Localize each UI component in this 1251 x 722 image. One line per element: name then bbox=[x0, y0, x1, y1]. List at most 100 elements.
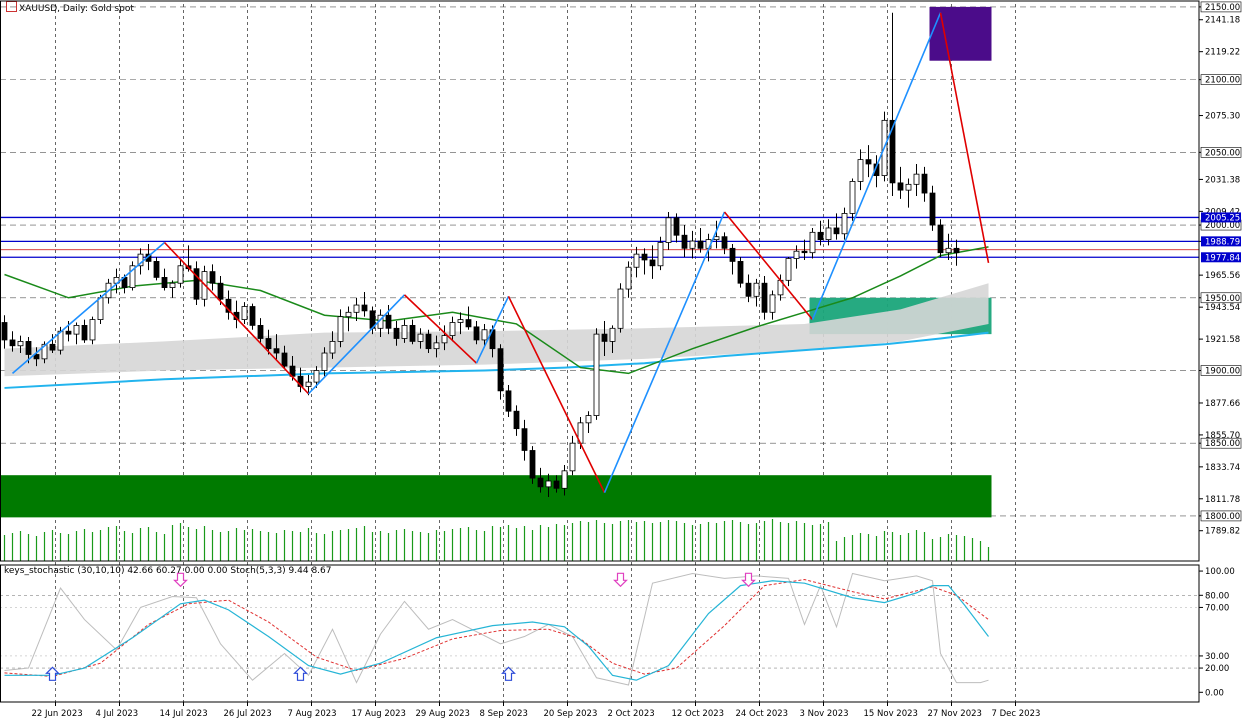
arrow-down-icon bbox=[613, 572, 628, 588]
candle-body bbox=[793, 250, 800, 259]
candle-body bbox=[921, 173, 928, 194]
price-tick-label: 2009.42 bbox=[1205, 207, 1240, 217]
candle-body bbox=[249, 306, 256, 326]
price-tick-label: 2000.00 bbox=[1205, 221, 1240, 231]
candle-body bbox=[753, 282, 760, 297]
candle-body bbox=[137, 253, 144, 267]
candle-body bbox=[217, 282, 224, 300]
price-tick-label: 1850.00 bbox=[1205, 439, 1240, 449]
candle-body bbox=[713, 236, 720, 240]
price-frame bbox=[0, 0, 1200, 562]
arrow-down-icon bbox=[741, 572, 756, 588]
candle-body bbox=[697, 240, 704, 249]
candle-body bbox=[417, 333, 424, 342]
candle-body bbox=[737, 261, 744, 284]
candle-body bbox=[809, 231, 816, 254]
candle-body bbox=[553, 480, 560, 489]
cloud-band bbox=[4, 283, 989, 377]
candle-body bbox=[409, 325, 416, 342]
price-tick-label: 1833.74 bbox=[1205, 463, 1240, 473]
candle-body bbox=[937, 224, 944, 254]
candle-body bbox=[593, 333, 600, 416]
candle-body bbox=[513, 410, 520, 430]
candle-body bbox=[905, 183, 912, 191]
level-label: 1977.84 bbox=[1205, 253, 1240, 263]
level-label: 1988.79 bbox=[1205, 237, 1240, 247]
candle-body bbox=[625, 266, 632, 290]
candle-body bbox=[785, 258, 792, 281]
candle-body bbox=[225, 298, 232, 313]
indicator-title: keys_stochastic (30,10,10) 42.66 60.27 0… bbox=[4, 566, 332, 576]
price-tick-label: 2050.00 bbox=[1205, 148, 1240, 158]
candle-body bbox=[89, 319, 96, 341]
stoch-tick-label: 30.00 bbox=[1205, 652, 1229, 662]
stoch-main-line bbox=[4, 580, 989, 681]
date-label: 17 Aug 2023 bbox=[352, 709, 406, 719]
date-label: 12 Oct 2023 bbox=[672, 709, 725, 719]
price-tick-label: 1789.82 bbox=[1205, 527, 1240, 537]
ma-slow-line bbox=[4, 331, 989, 389]
price-tick-label: 1965.56 bbox=[1205, 271, 1240, 281]
price-label-box bbox=[1200, 74, 1242, 85]
candle-body bbox=[841, 213, 848, 235]
candle-body bbox=[657, 242, 664, 267]
candle-body bbox=[665, 217, 672, 243]
moving-averages bbox=[4, 246, 989, 389]
date-label: 24 Oct 2023 bbox=[736, 709, 789, 719]
candle-body bbox=[953, 247, 960, 254]
candle-body bbox=[873, 163, 880, 177]
arrow-up-icon bbox=[293, 666, 308, 681]
cloud-fill bbox=[4, 283, 989, 377]
candle-body bbox=[385, 314, 392, 329]
candle-body bbox=[257, 325, 264, 339]
candle-body bbox=[153, 261, 160, 278]
candle-body bbox=[321, 352, 328, 371]
candle-body bbox=[393, 327, 400, 339]
price-label-box bbox=[1200, 1, 1242, 13]
candle-body bbox=[609, 327, 616, 342]
price-tick-label: 2031.38 bbox=[1205, 175, 1240, 185]
stoch-tick-label: 70.00 bbox=[1205, 603, 1229, 613]
candle-body bbox=[457, 319, 464, 323]
candle-body bbox=[161, 277, 168, 288]
price-label-box bbox=[1200, 292, 1242, 304]
candle-body bbox=[561, 470, 568, 489]
price-label-box bbox=[1200, 147, 1242, 158]
stoch-tick-label: 100.00 bbox=[1205, 567, 1235, 577]
level-label-box bbox=[1201, 252, 1241, 263]
candle-body bbox=[265, 338, 272, 350]
candle-body bbox=[913, 173, 920, 185]
candle-body bbox=[449, 322, 456, 336]
candle-body bbox=[721, 236, 728, 249]
date-label: 7 Dec 2023 bbox=[992, 709, 1041, 719]
zigzag-segment bbox=[475, 295, 510, 364]
candle-body bbox=[889, 119, 896, 184]
candlesticks bbox=[1, 12, 960, 498]
zigzag-segment bbox=[939, 12, 990, 264]
candle-body bbox=[73, 325, 80, 335]
candle-body bbox=[473, 326, 480, 341]
stoch-signal-line bbox=[4, 579, 989, 678]
candle-body bbox=[769, 294, 776, 313]
zigzag-segment bbox=[163, 241, 310, 395]
candle-body bbox=[193, 268, 200, 300]
price-tick-label: 1855.70 bbox=[1205, 431, 1240, 441]
price-tick-label: 2100.00 bbox=[1205, 76, 1240, 86]
price-tick-label: 2141.18 bbox=[1205, 16, 1240, 26]
support-zone bbox=[0, 475, 992, 518]
zigzag-lines bbox=[11, 12, 990, 493]
candle-body bbox=[41, 343, 48, 360]
level-lines bbox=[0, 216, 1199, 258]
date-label: 14 Jul 2023 bbox=[160, 709, 208, 719]
candle-body bbox=[49, 343, 56, 351]
price-tick-label: 1800.00 bbox=[1205, 512, 1240, 522]
candle-body bbox=[169, 282, 176, 288]
price-label-box bbox=[1200, 365, 1242, 376]
date-label: 26 Jul 2023 bbox=[224, 709, 272, 719]
candle-body bbox=[273, 348, 280, 354]
zigzag-segment bbox=[723, 211, 814, 321]
arrow-down-icon bbox=[173, 572, 188, 588]
price-tick-label: 1921.58 bbox=[1205, 335, 1240, 345]
candle-body bbox=[817, 231, 824, 240]
